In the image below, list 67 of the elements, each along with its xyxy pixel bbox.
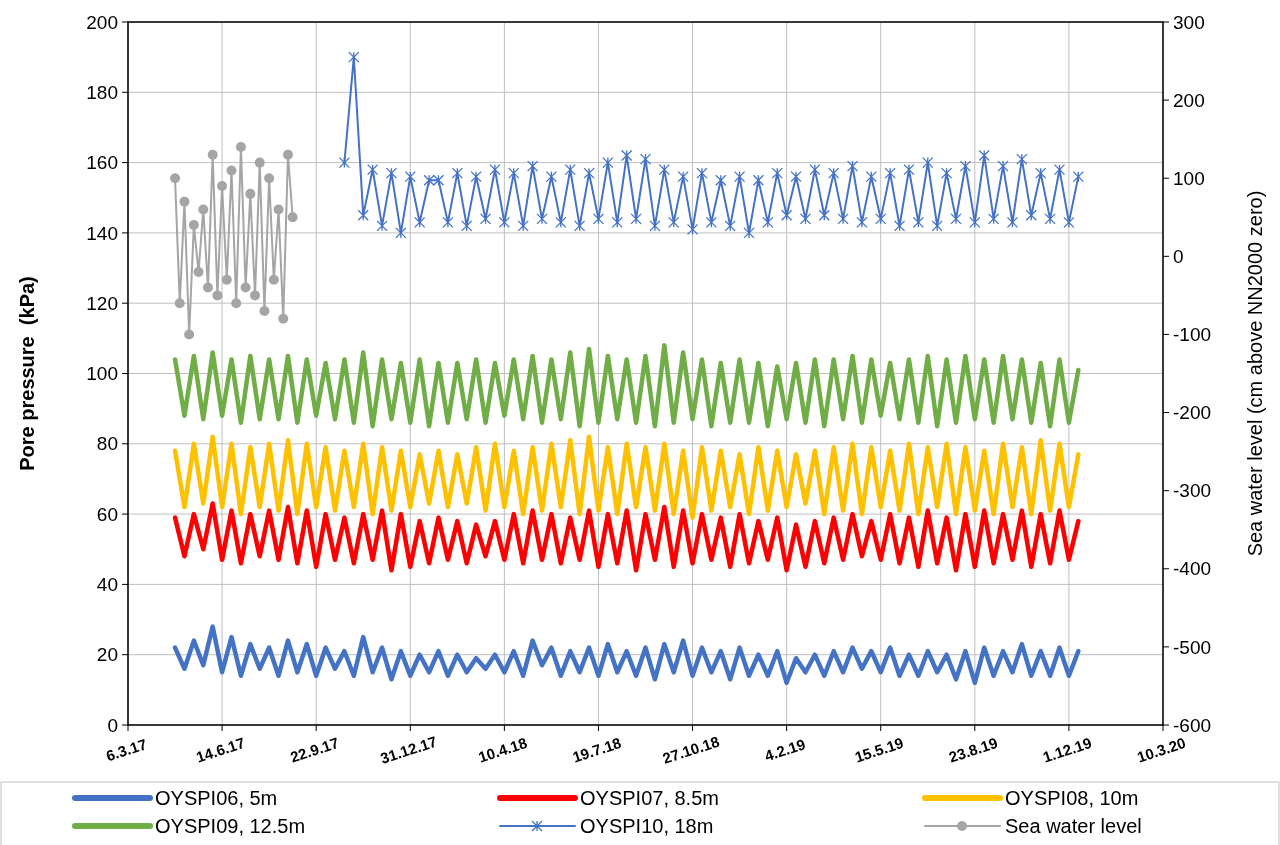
point [282,149,293,160]
line-series [172,501,1081,573]
point [278,313,289,324]
line-series [172,434,1081,520]
y2-tick-label: -400 [1173,558,1212,580]
y2-tick-label: -200 [1173,402,1212,424]
point [188,220,199,231]
point [198,204,209,215]
legend-label: Sea water level [1005,815,1142,837]
x-tick-label: 1.12.19 [1040,733,1094,766]
y2-tick-label: 0 [1173,245,1184,267]
y2-tick-label: 300 [1173,11,1205,33]
y2-tick-label: 100 [1173,167,1205,189]
legend-label: OYSPI08, 10m [1005,787,1139,809]
x-tick-label: 19.7.18 [570,733,624,766]
x-tick-label: 4.2.19 [762,735,808,765]
y-tick-label: 20 [96,644,118,666]
point [184,329,195,340]
legend-label: OYSPI10, 18m [580,815,714,837]
point [170,173,181,184]
x-tick-label: 23.8.19 [946,733,1000,766]
y2-tick-label: -600 [1173,714,1212,736]
point [254,157,265,168]
line-series [172,343,1081,429]
legend-label: OYSPI07, 8.5m [580,787,719,809]
x-tick-label: 15.5.19 [852,733,906,766]
y2-tick-label: -300 [1173,480,1212,502]
point [245,188,256,199]
point [287,212,298,223]
point [259,306,270,317]
legend-label: OYSPI09, 12.5m [155,815,306,837]
point [264,173,275,184]
y-axis-title: Pore pressure (kPa) [16,276,38,471]
point [193,266,204,277]
y-tick-label: 200 [86,11,118,33]
y-tick-label: 140 [86,222,118,244]
y-tick-label: 100 [86,363,118,385]
point [226,165,237,176]
point [179,196,190,207]
y2-tick-label: 200 [1173,89,1205,111]
y-tick-label: 120 [86,292,118,314]
y-tick-label: 40 [96,574,118,596]
y2-axis-title: Sea water level (cm above NN2000 zero) [1244,190,1266,557]
y-tick-label: 160 [86,152,118,174]
point [207,149,218,160]
legend-label: OYSPI06, 5m [155,787,278,809]
point [217,181,228,192]
point [221,274,232,285]
line-series [172,624,1081,686]
x-tick-label: 6.3.17 [103,735,149,765]
y-tick-label: 0 [107,714,118,736]
point [235,141,246,152]
point [250,290,261,301]
x-tick-label: 10.3.20 [1134,733,1188,766]
point [174,298,185,309]
point [212,290,223,301]
point [273,204,284,215]
y-tick-label: 180 [86,81,118,103]
point [240,282,251,293]
y-tick-label: 60 [96,503,118,525]
y2-tick-label: -100 [1173,324,1212,346]
point [202,282,213,293]
x-tick-label: 10.4.18 [476,733,530,766]
y2-tick-label: -500 [1173,636,1212,658]
point [268,274,279,285]
point [231,298,242,309]
y-tick-label: 80 [96,433,118,455]
